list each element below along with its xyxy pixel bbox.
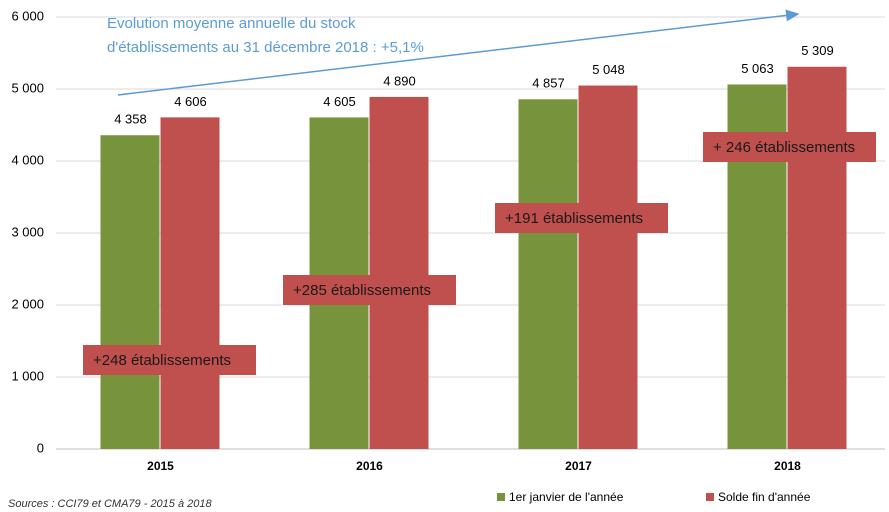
data-label: 4 606 xyxy=(174,94,207,109)
trend-text: Evolution moyenne annuelle du stock xyxy=(107,15,356,32)
data-label: 4 605 xyxy=(323,94,356,109)
annotation-box xyxy=(495,203,668,233)
bar xyxy=(578,85,638,449)
source: Sources : CCI79 et CMA79 - 2015 à 2018 xyxy=(8,498,212,510)
x-tick-label: 2018 xyxy=(774,459,801,473)
annotation-box xyxy=(703,132,876,162)
y-tick-label: 2 000 xyxy=(11,296,44,311)
annotation: +285 établissements xyxy=(293,282,431,299)
legend-label: Solde fin d'année xyxy=(718,490,811,504)
y-tick-label: 4 000 xyxy=(11,152,44,167)
annotation-box xyxy=(283,275,456,305)
data-label: 4 857 xyxy=(532,76,565,91)
data-label: 4 890 xyxy=(383,73,416,88)
trend-text: d'établissements au 31 décembre 2018 : +… xyxy=(107,39,424,56)
y-tick-label: 3 000 xyxy=(11,224,44,239)
plot: 0 1 000 2 000 3 000 4 000 5 000 6 000 2015 4 358… xyxy=(11,8,885,504)
bar xyxy=(369,96,429,450)
annotation: +248 établissements xyxy=(93,352,231,369)
data-label: 5 063 xyxy=(741,61,774,76)
legend-swatch xyxy=(706,493,714,501)
y-tick-label: 6 000 xyxy=(11,8,44,23)
bar xyxy=(100,135,160,449)
annotation: + 246 établissements xyxy=(713,139,855,156)
x-tick-label: 2015 xyxy=(147,459,174,473)
data-label: 5 309 xyxy=(801,43,834,58)
bar xyxy=(787,66,847,449)
y-tick-label: 5 000 xyxy=(11,80,44,95)
trend-arrow xyxy=(117,9,800,96)
data-label: 5 048 xyxy=(592,62,625,77)
bar xyxy=(518,99,578,450)
bar xyxy=(160,117,220,450)
y-tick-label: 0 xyxy=(37,440,44,455)
legend-swatch xyxy=(497,493,505,501)
y-tick-label: 1 000 xyxy=(11,368,44,383)
x-tick-label: 2017 xyxy=(565,459,592,473)
x-tick-label: 2016 xyxy=(356,459,383,473)
annotation: +191 établissements xyxy=(505,210,643,227)
annotation-box xyxy=(83,345,256,375)
legend-label: 1er janvier de l'année xyxy=(509,490,624,504)
data-label: 4 358 xyxy=(114,112,147,127)
